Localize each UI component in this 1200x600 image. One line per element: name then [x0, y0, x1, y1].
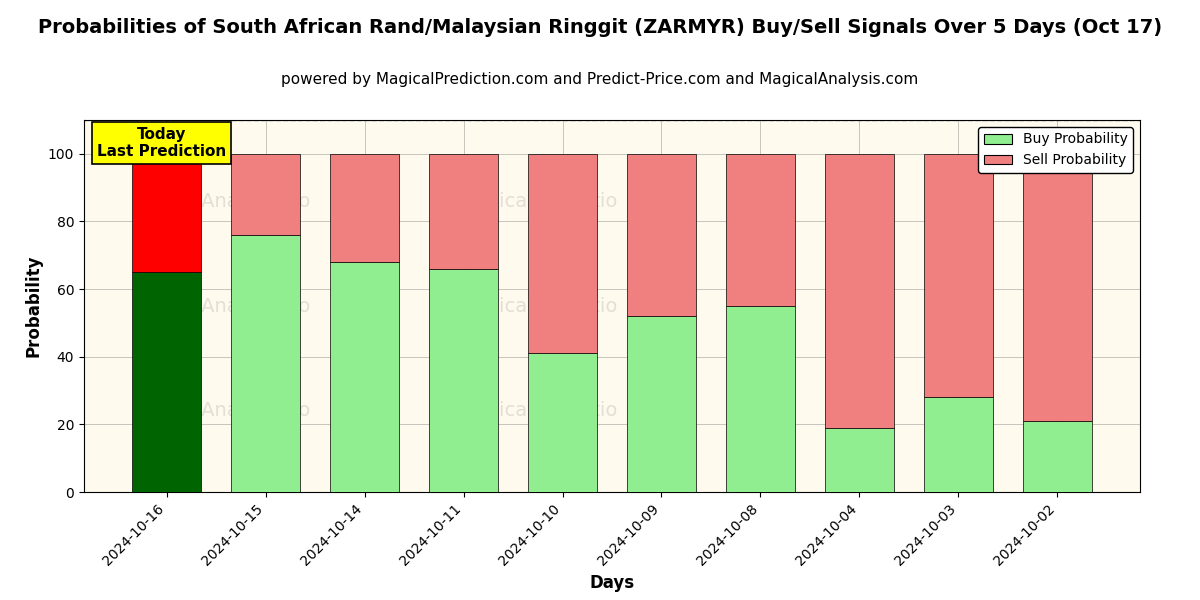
Text: n.co: n.co — [823, 193, 865, 211]
Bar — [230, 235, 300, 492]
Bar — [428, 154, 498, 269]
Bar — [924, 397, 994, 492]
Text: MagicalPredictio: MagicalPredictio — [458, 401, 618, 419]
Text: calAnalysis.co: calAnalysis.co — [174, 401, 311, 419]
Text: powered by MagicalPrediction.com and Predict-Price.com and MagicalAnalysis.com: powered by MagicalPrediction.com and Pre… — [281, 72, 919, 87]
Bar — [824, 428, 894, 492]
Bar — [1022, 154, 1092, 421]
Bar — [330, 154, 400, 262]
Bar — [230, 154, 300, 235]
Legend: Buy Probability, Sell Probability: Buy Probability, Sell Probability — [978, 127, 1133, 173]
Text: MagicalPredictio: MagicalPredictio — [458, 193, 618, 211]
Y-axis label: Probability: Probability — [24, 255, 42, 357]
Text: calAnalysis.co: calAnalysis.co — [174, 296, 311, 316]
Text: Probabilities of South African Rand/Malaysian Ringgit (ZARMYR) Buy/Sell Signals : Probabilities of South African Rand/Mala… — [38, 18, 1162, 37]
Bar — [626, 316, 696, 492]
Bar — [626, 154, 696, 316]
Bar — [924, 154, 994, 397]
Text: n.co: n.co — [823, 401, 865, 419]
Text: Today
Last Prediction: Today Last Prediction — [97, 127, 227, 159]
Bar — [726, 154, 796, 306]
Bar — [1022, 421, 1092, 492]
Bar — [428, 269, 498, 492]
Bar — [330, 262, 400, 492]
Text: MagicalPredictio: MagicalPredictio — [458, 296, 618, 316]
Bar — [528, 353, 598, 492]
Bar — [132, 154, 202, 272]
Bar — [132, 272, 202, 492]
Text: calAnalysis.co: calAnalysis.co — [174, 193, 311, 211]
Bar — [824, 154, 894, 428]
X-axis label: Days: Days — [589, 574, 635, 592]
Text: n.co: n.co — [823, 296, 865, 316]
Bar — [528, 154, 598, 353]
Bar — [726, 306, 796, 492]
